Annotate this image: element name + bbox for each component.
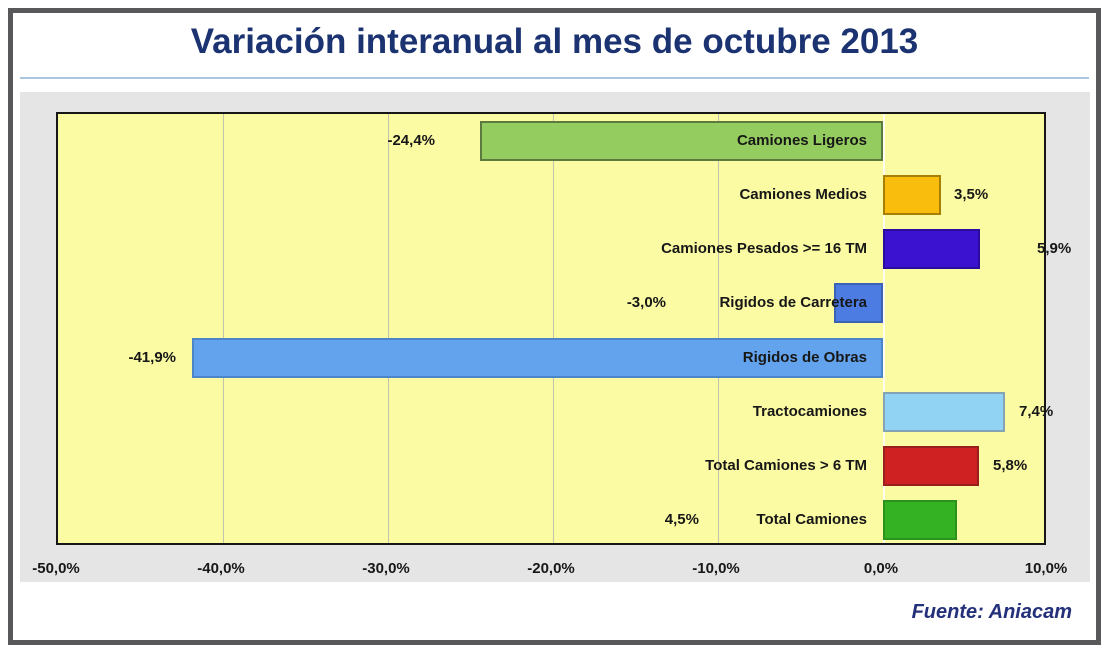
source-label: Fuente: Aniacam bbox=[911, 601, 1072, 623]
bar-7 bbox=[883, 499, 958, 540]
gridline bbox=[553, 114, 554, 543]
bar-4 bbox=[191, 337, 883, 378]
x-tick-label: -10,0% bbox=[692, 560, 740, 577]
zero-gridline bbox=[883, 114, 885, 543]
plot-area: Camiones Ligeros -24,4% Camiones Medios 3,5… bbox=[56, 112, 1071, 545]
category-label: Tractocamiones bbox=[752, 402, 867, 420]
bar-5 bbox=[883, 391, 1006, 432]
value-label: 5,9% bbox=[1037, 240, 1072, 258]
bar-2 bbox=[883, 229, 981, 270]
category-label: Camiones Medios bbox=[739, 186, 867, 204]
category-label: Total Camiones bbox=[756, 510, 867, 528]
category-label: Camiones Pesados >= 16 TM bbox=[661, 240, 867, 258]
x-tick-label: -20,0% bbox=[527, 560, 575, 577]
chart-title: Variación interanual al mes de octubre 2… bbox=[190, 22, 919, 61]
bar-6 bbox=[883, 445, 979, 486]
title-underline bbox=[20, 77, 1089, 79]
value-label: 7,4% bbox=[1019, 402, 1054, 420]
value-label: -41,9% bbox=[128, 348, 176, 366]
x-tick-label: -30,0% bbox=[362, 560, 410, 577]
bar-3 bbox=[833, 283, 883, 324]
value-label: 4,5% bbox=[664, 510, 699, 528]
x-tick-label: 10,0% bbox=[1024, 560, 1068, 577]
x-tick-label: -40,0% bbox=[197, 560, 245, 577]
bar-0 bbox=[480, 121, 883, 162]
x-tick-label: 0,0% bbox=[863, 560, 899, 577]
gridline bbox=[718, 114, 719, 543]
gridline bbox=[223, 114, 224, 543]
category-label: Rigidos de Obras bbox=[742, 348, 867, 366]
gridline bbox=[388, 114, 389, 543]
category-label: Camiones Ligeros bbox=[736, 132, 867, 150]
value-label: 3,5% bbox=[954, 186, 989, 204]
bar-1 bbox=[883, 175, 941, 216]
value-label: -3,0% bbox=[626, 294, 666, 312]
chart-panel: Camiones Ligeros -24,4% Camiones Medios 3,5… bbox=[20, 92, 1090, 582]
category-label: Rigidos de Carretera bbox=[719, 294, 867, 312]
category-label: Total Camiones > 6 TM bbox=[705, 456, 867, 474]
value-label: -24,4% bbox=[387, 132, 435, 150]
x-tick-label: -50,0% bbox=[32, 560, 80, 577]
value-label: 5,8% bbox=[993, 456, 1028, 474]
